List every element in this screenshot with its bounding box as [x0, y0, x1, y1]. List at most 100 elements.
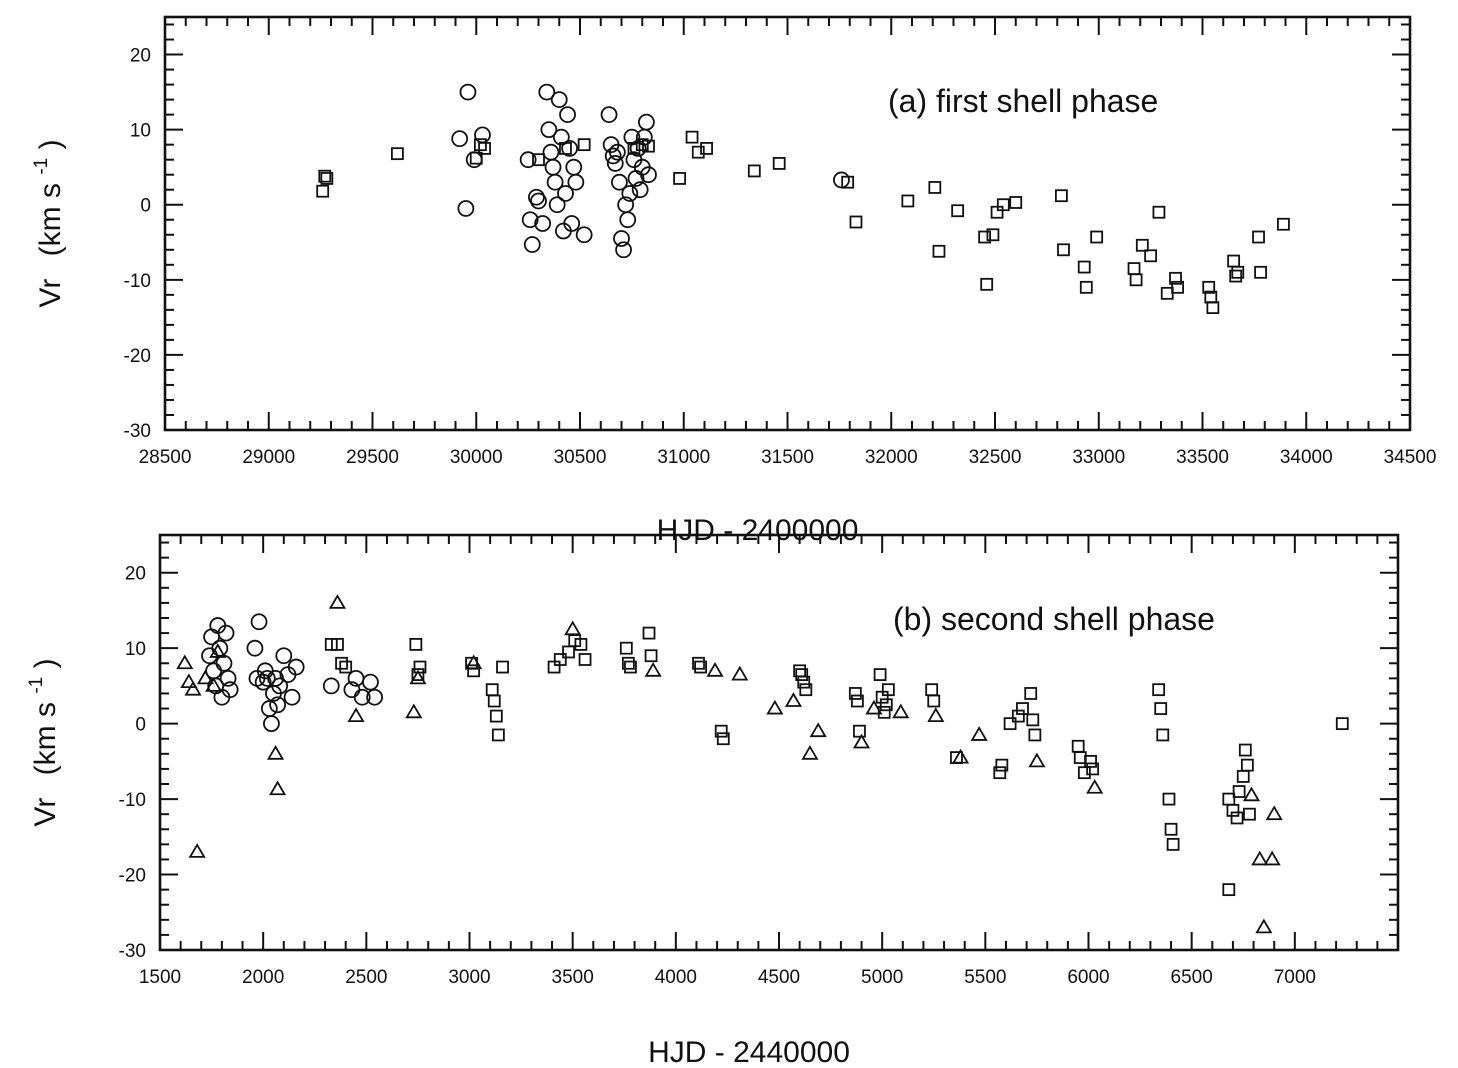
triangle-marker	[1028, 752, 1046, 768]
circle-marker	[457, 200, 475, 217]
circle-marker	[362, 673, 379, 691]
circle-marker	[519, 151, 537, 169]
panel-b-y-axis-unit-close: )	[29, 658, 62, 668]
square-marker	[691, 145, 705, 159]
square-marker	[478, 142, 491, 155]
square-marker	[1144, 249, 1158, 263]
triangle-marker	[188, 843, 206, 858]
x-tick-label: 7000	[1274, 967, 1316, 988]
circle-marker	[565, 158, 583, 176]
circle-marker	[271, 677, 289, 695]
square-marker	[1077, 260, 1091, 274]
square-marker	[577, 138, 591, 152]
triangle-marker	[266, 745, 285, 760]
square-marker	[1055, 189, 1068, 203]
panel-b-second-shell-phase: 1500 2000 2500 3000 3500 4000 4500 5000 5500 6000…	[16, 533, 1400, 1068]
square-marker	[411, 668, 425, 681]
square-marker	[841, 175, 855, 189]
square-marker	[335, 656, 348, 670]
square-marker	[1232, 785, 1246, 798]
square-marker	[532, 153, 545, 167]
square-marker	[1084, 754, 1097, 768]
square-marker	[1229, 269, 1243, 283]
triangle-marker	[1265, 805, 1283, 821]
circle-marker	[217, 624, 235, 642]
circle-marker	[600, 106, 618, 124]
circle-marker	[459, 83, 477, 101]
triangle-marker	[564, 620, 582, 636]
square-marker	[877, 705, 891, 719]
x-tick-label: 31500	[761, 447, 814, 468]
y-tick-label: 10	[130, 121, 151, 142]
square-marker	[559, 142, 572, 155]
square-marker	[1057, 243, 1070, 257]
square-marker	[1335, 717, 1349, 731]
panel-a-y-tick-labels: 20 10 0 -10 -20 -30	[124, 46, 151, 442]
x-tick-label: 5000	[861, 967, 903, 988]
square-marker	[980, 277, 994, 291]
panel-a-y-axis-unit-exponent: -1	[31, 158, 52, 175]
square-marker	[1254, 265, 1267, 279]
triangle-marker	[801, 745, 819, 760]
square-marker	[642, 139, 655, 153]
circle-marker	[575, 226, 593, 244]
panel-a-plot-frame	[163, 15, 1412, 432]
circle-marker	[608, 143, 626, 161]
x-tick-label: 34000	[1280, 447, 1333, 468]
circle-marker	[631, 181, 649, 199]
square-marker	[409, 638, 423, 651]
square-marker	[1135, 238, 1149, 252]
square-marker	[1090, 230, 1104, 244]
circle-marker	[613, 230, 630, 247]
square-marker	[797, 675, 811, 689]
y-tick-label: -30	[124, 421, 151, 442]
square-marker	[1227, 254, 1241, 268]
triangle-marker	[347, 707, 365, 722]
square-marker	[1079, 280, 1093, 294]
panel-a-x-tick-labels: 28500 29000 29500 30000 30500 31000 31500 32000…	[139, 447, 1437, 468]
circle-marker	[451, 130, 469, 148]
square-marker	[1071, 739, 1085, 753]
square-marker	[685, 130, 699, 144]
square-marker	[642, 626, 656, 640]
circle-marker	[557, 185, 574, 202]
square-marker	[1231, 265, 1245, 279]
circle-marker	[211, 639, 229, 657]
circle-marker	[283, 688, 301, 706]
y-tick-label: 0	[140, 196, 151, 217]
x-tick-label: 33000	[1072, 447, 1125, 468]
y-tick-label: 10	[125, 639, 146, 660]
panel-a-y-axis-unit-close: )	[34, 139, 67, 149]
square-marker	[1156, 728, 1170, 742]
square-marker	[1162, 792, 1176, 806]
square-marker	[928, 181, 942, 194]
panel-b-x-tick-labels: 1500 2000 2500 3000 3500 4000 4500 5000 5500 6000…	[139, 967, 1316, 988]
x-tick-label: 4500	[758, 967, 800, 988]
circle-marker	[366, 688, 383, 706]
panel-b-y-axis-unit: (km s	[29, 702, 62, 775]
x-tick-label: 30500	[554, 447, 607, 468]
triangle-marker	[865, 699, 883, 715]
square-marker	[716, 732, 730, 746]
circle-marker	[615, 241, 632, 259]
circle-marker	[552, 128, 570, 146]
x-tick-label: 29000	[242, 447, 295, 468]
square-marker	[1226, 804, 1240, 817]
x-tick-label: 5500	[964, 967, 1006, 988]
circle-marker	[534, 215, 552, 232]
square-marker	[1160, 286, 1174, 300]
panel-b-y-axis-label: Vr (km s -1 )	[16, 658, 62, 826]
square-marker	[1073, 751, 1087, 764]
panel-a-y-axis-unit: (km s	[34, 183, 67, 256]
square-marker	[485, 683, 499, 697]
square-marker	[1240, 758, 1254, 772]
y-tick-label: 0	[135, 715, 146, 736]
y-tick-label: -10	[124, 271, 151, 292]
circle-marker	[258, 669, 276, 687]
square-marker	[851, 694, 864, 708]
circle-marker	[246, 639, 264, 657]
square-marker	[644, 649, 658, 663]
square-marker	[853, 724, 866, 738]
triangle-marker	[196, 669, 214, 685]
triangle-marker	[405, 703, 423, 719]
